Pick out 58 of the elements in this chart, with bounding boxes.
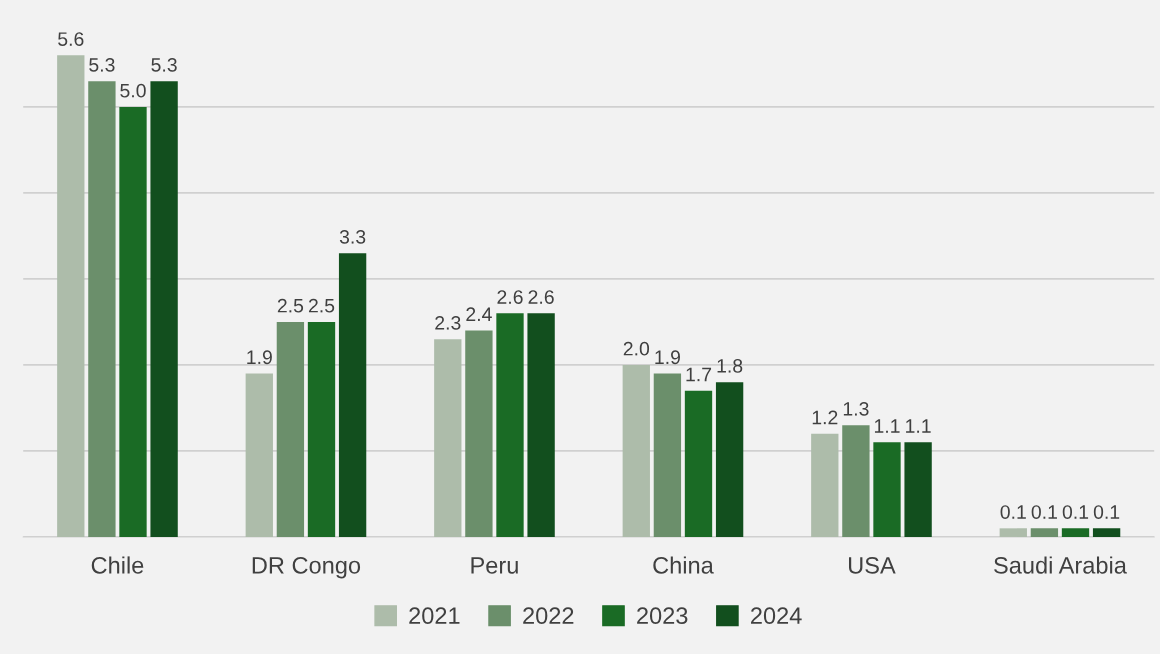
legend-label: 2021: [409, 607, 460, 625]
bar: [88, 81, 116, 537]
data-label: 2.5: [308, 298, 335, 313]
data-label: 0.1: [1031, 505, 1057, 519]
legend-label: 2023: [637, 607, 688, 625]
bar: [57, 55, 85, 537]
data-label: 1.8: [717, 358, 743, 373]
bar: [999, 528, 1027, 537]
bar: [842, 425, 870, 537]
bar: [119, 106, 147, 537]
x-tick-label: USA: [849, 557, 896, 574]
x-tick-label: Peru: [471, 557, 518, 574]
data-label: 5.3: [89, 57, 115, 72]
data-label: 1.9: [247, 350, 272, 365]
bar: [434, 339, 462, 537]
data-label: 5.6: [58, 32, 84, 46]
x-tick-label: China: [653, 556, 714, 574]
x-tick-label: Saudi Arabia: [994, 556, 1127, 574]
data-label: 2.0: [623, 341, 650, 356]
bar: [245, 373, 273, 537]
data-label: 0.1: [1000, 505, 1026, 519]
data-label: 5.0: [120, 83, 146, 98]
data-label: 1.1: [906, 419, 931, 433]
bar: [150, 81, 178, 537]
bar: [307, 321, 336, 537]
bar: [684, 390, 713, 537]
bar: [496, 313, 524, 537]
data-label: 1.3: [843, 401, 869, 416]
data-label: 2.6: [528, 290, 554, 304]
data-label: 1.9: [655, 350, 680, 365]
data-label: 2.4: [466, 307, 492, 321]
bar: [276, 321, 305, 537]
bar: [527, 313, 555, 537]
data-label: 1.2: [812, 410, 838, 425]
legend-label: 2024: [751, 607, 802, 625]
bar: [1092, 528, 1121, 537]
bar: [873, 442, 901, 537]
bar: [653, 373, 682, 537]
data-label: 2.6: [497, 290, 523, 304]
bar: [1030, 528, 1059, 537]
data-label: 2.3: [435, 315, 461, 330]
bar: [338, 253, 367, 537]
bar: [811, 433, 839, 537]
bar: [465, 330, 493, 537]
legend-label: 2022: [523, 607, 574, 625]
data-label: 1.1: [874, 419, 900, 433]
bar: [715, 382, 744, 537]
data-label: 3.3: [339, 229, 366, 244]
x-tick-label: DR Congo: [252, 557, 361, 579]
bar: [904, 442, 932, 537]
x-tick-label: Chile: [91, 556, 144, 574]
data-label: 0.1: [1093, 505, 1120, 519]
bar: [1061, 528, 1090, 537]
data-label: 5.3: [151, 57, 177, 72]
data-label: 1.7: [686, 367, 712, 382]
data-label: 2.5: [277, 298, 304, 313]
data-label: 0.1: [1062, 505, 1089, 519]
bar: [622, 364, 650, 537]
